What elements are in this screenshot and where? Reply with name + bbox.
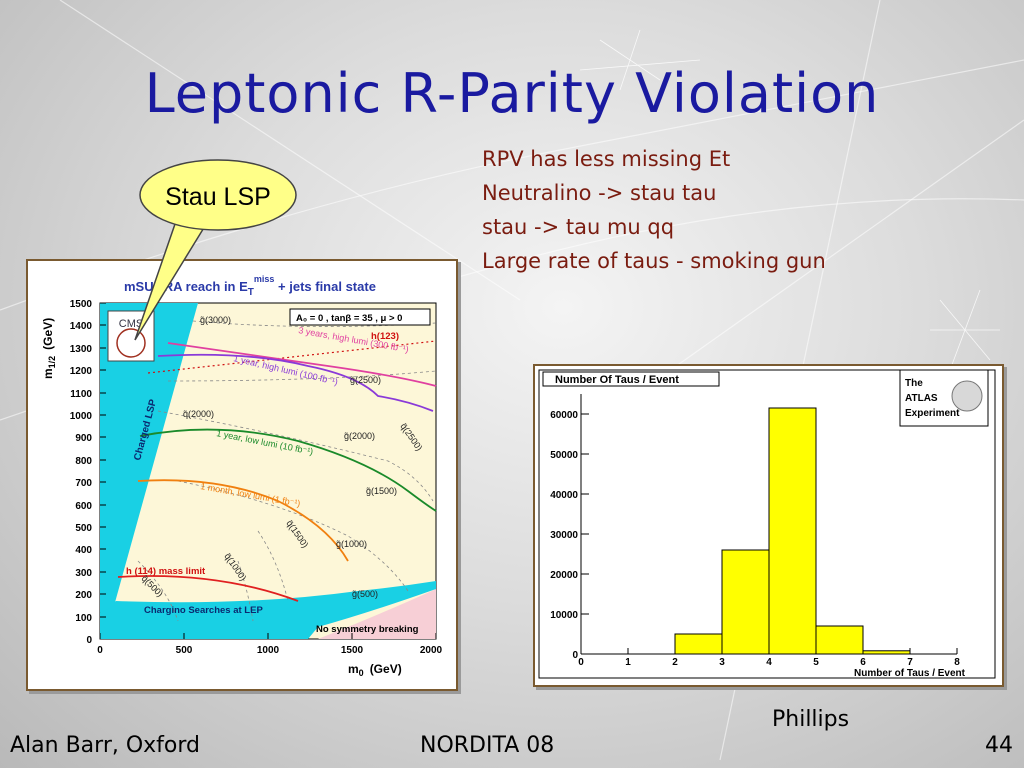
lep-region — [100, 581, 436, 639]
y-axis-label-sub: 1/2 — [47, 356, 57, 369]
svg-text:0: 0 — [97, 645, 103, 656]
x-axis-label-unit: (GeV) — [370, 662, 402, 676]
msugra-plot: mSUGRA reach in ETmiss + jets final stat… — [41, 274, 443, 678]
svg-text:q̃(2000): q̃(2000) — [183, 409, 214, 419]
x-axis-label-sub: 0 — [359, 668, 364, 678]
stau-lsp-callout: Stau LSP — [134, 159, 297, 341]
svg-text:800: 800 — [75, 456, 92, 467]
svg-text:1100: 1100 — [70, 389, 92, 400]
svg-text:500: 500 — [176, 645, 193, 656]
hist-x-axis-label: Number of Taus / Event — [854, 668, 966, 679]
charged-lsp-region — [100, 303, 198, 613]
hist-bar-5 — [815, 625, 864, 655]
hist-y-tick-label: 0 — [572, 650, 578, 661]
svg-text:1400: 1400 — [70, 321, 93, 332]
reach-curve-1fb — [137, 479, 349, 562]
footer-event: NORDITA 08 — [420, 733, 555, 758]
footer-author: Alan Barr, Oxford — [10, 733, 201, 758]
y-axis-label: m — [41, 368, 55, 379]
svg-text:m0(GeV): m0 (GeV) — [348, 662, 402, 678]
svg-text:300: 300 — [75, 568, 92, 579]
svg-text:g̃(1000): g̃(1000) — [336, 539, 367, 549]
svg-text:100: 100 — [75, 613, 92, 624]
svg-text:2000: 2000 — [420, 645, 443, 656]
bullet-item: RPV has less missing Et — [482, 147, 731, 171]
msugra-reach-figure: mSUGRA reach in ETmiss + jets final stat… — [26, 259, 458, 691]
callout-label: Stau LSP — [165, 183, 271, 211]
hist-title: Number Of Taus / Event — [555, 374, 679, 386]
svg-text:m1/2(GeV): m1/2 (GeV) — [41, 318, 57, 379]
svg-text:500: 500 — [75, 523, 92, 534]
h114-curve — [117, 575, 299, 602]
svg-text:1500: 1500 — [341, 645, 364, 656]
hist-y-tick-label: 40000 — [550, 490, 578, 501]
cms-logo-text: CMS — [119, 318, 143, 330]
svg-text:0: 0 — [86, 635, 92, 646]
svg-text:1300: 1300 — [70, 344, 93, 355]
svg-text:1000: 1000 — [257, 645, 280, 656]
svg-text:g̃(1500): g̃(1500) — [366, 486, 397, 496]
hist-x-tick-label: 1 — [625, 657, 631, 668]
hist-y-tick-label: 50000 — [550, 450, 578, 461]
plot-title-sub: T — [248, 287, 254, 298]
hist-title-box — [542, 371, 720, 387]
params-text: A₀ = 0 , tanβ = 35 , μ > 0 — [296, 313, 402, 324]
bullet-item: Neutralino -> stau tau — [482, 181, 717, 205]
hist-x-tick-label: 6 — [860, 657, 866, 668]
bullet-item: stau -> tau mu qq — [482, 215, 675, 239]
bullet-list: RPV has less missing Et Neutralino -> st… — [482, 142, 826, 278]
svg-text:900: 900 — [75, 433, 92, 444]
hist-y-tick-label: 10000 — [550, 610, 578, 621]
hist-x-tick-label: 7 — [907, 657, 913, 668]
tau-histogram-figure: Number Of Taus / Event The ATLAS Experim… — [533, 364, 1004, 687]
y-tick-labels: 1500140013001200110010009008007006005004… — [70, 299, 93, 646]
hist-x-tick-label: 8 — [954, 657, 960, 668]
svg-text:1500: 1500 — [70, 299, 93, 310]
hist-bar-2 — [674, 633, 723, 655]
svg-text:600: 600 — [75, 501, 92, 512]
figure-credit: Phillips — [772, 707, 850, 732]
svg-text:200: 200 — [75, 590, 92, 601]
svg-text:g̃(3000): g̃(3000) — [200, 315, 231, 325]
hist-x-tick-label: 2 — [672, 657, 678, 668]
reach-curve-300fb — [167, 342, 437, 387]
svg-text:g̃(500): g̃(500) — [352, 589, 378, 599]
hist-bar-4 — [768, 407, 817, 655]
h123-label: h(123) — [371, 331, 399, 342]
hist-x-tick-label: 5 — [813, 657, 819, 668]
x-axis-label: m — [348, 662, 359, 676]
hist-x-tick-label: 0 — [578, 657, 584, 668]
reach-curve-10fb — [139, 428, 437, 512]
x-tick-labels: 0 500 1000 1500 2000 — [97, 645, 442, 656]
hist-y-tick-label: 60000 — [550, 410, 578, 421]
svg-text:1000: 1000 — [70, 411, 93, 422]
svg-text:g̃(2000): g̃(2000) — [344, 431, 375, 441]
lep-label: Chargino Searches at LEP — [144, 605, 263, 616]
no-symmetry-region — [318, 589, 436, 639]
h123-line — [147, 340, 437, 374]
atlas-logo-line1: The — [905, 378, 923, 389]
svg-text:g̃(2500): g̃(2500) — [350, 375, 381, 385]
plot-title-suffix: + jets final state — [274, 279, 376, 294]
y-axis-label-unit: (GeV) — [41, 318, 55, 350]
hist-x-tick-label: 4 — [766, 657, 772, 668]
no-symmetry-label: No symmetry breaking — [316, 624, 419, 635]
svg-text:400: 400 — [75, 545, 92, 556]
svg-text:1200: 1200 — [70, 366, 93, 377]
params-box — [289, 308, 431, 326]
atlas-logo-line3: Experiment — [905, 408, 960, 419]
h114-label: h (114) mass limit — [126, 566, 206, 577]
reach-curve-100fb — [157, 353, 434, 412]
hist-y-tick-label: 20000 — [550, 570, 578, 581]
tau-histogram: Number Of Taus / Event The ATLAS Experim… — [538, 369, 996, 679]
hist-y-tick-label: 30000 — [550, 530, 578, 541]
plot-title-sup: miss — [254, 274, 275, 284]
bullet-item: Large rate of taus - smoking gun — [482, 249, 826, 273]
hist-x-tick-label: 3 — [719, 657, 725, 668]
svg-text:700: 700 — [75, 478, 92, 489]
hist-bar-3 — [721, 549, 770, 655]
atlas-logo-line2: ATLAS — [905, 393, 938, 404]
slide-title: Leptonic R-Parity Violation — [144, 62, 880, 125]
footer-page-number: 44 — [985, 733, 1013, 758]
